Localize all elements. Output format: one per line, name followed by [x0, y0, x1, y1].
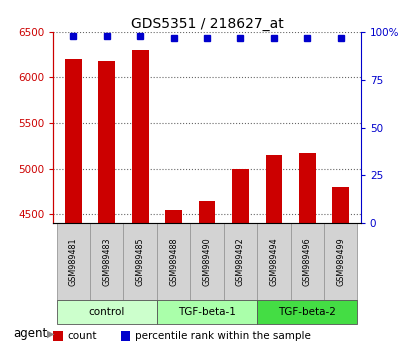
Bar [56, 223, 90, 300]
Text: GSM989485: GSM989485 [135, 237, 144, 286]
Text: GSM989490: GSM989490 [202, 237, 211, 286]
Text: agent: agent [13, 327, 47, 340]
Text: GSM989483: GSM989483 [102, 238, 111, 286]
Title: GDS5351 / 218627_at: GDS5351 / 218627_at [130, 17, 283, 31]
Bar [165, 210, 182, 354]
Bar [121, 331, 130, 341]
Text: GSM989496: GSM989496 [302, 237, 311, 286]
Text: GSM989494: GSM989494 [269, 237, 278, 286]
Text: count: count [67, 331, 97, 341]
Text: GSM989488: GSM989488 [169, 238, 178, 286]
Text: percentile rank within the sample: percentile rank within the sample [135, 331, 310, 341]
Bar [231, 169, 248, 354]
Bar [157, 300, 256, 324]
Bar [256, 300, 357, 324]
Bar [123, 223, 157, 300]
Text: ▶: ▶ [47, 329, 54, 338]
Bar [265, 155, 281, 354]
Bar [298, 153, 315, 354]
Bar [256, 223, 290, 300]
Bar [56, 300, 157, 324]
Bar [332, 187, 348, 354]
Bar [223, 223, 256, 300]
Text: GSM989492: GSM989492 [236, 237, 244, 286]
Text: control: control [88, 307, 125, 317]
Text: GSM989481: GSM989481 [69, 238, 78, 286]
Bar [157, 223, 190, 300]
Bar [53, 331, 62, 341]
Bar [98, 62, 115, 354]
Text: GSM989499: GSM989499 [335, 237, 344, 286]
Bar [90, 223, 123, 300]
Bar [190, 223, 223, 300]
Bar [65, 59, 81, 354]
Bar [290, 223, 323, 300]
Bar [198, 200, 215, 354]
Bar [132, 50, 148, 354]
Text: TGF-beta-2: TGF-beta-2 [278, 307, 335, 317]
Bar [323, 223, 357, 300]
Text: TGF-beta-1: TGF-beta-1 [178, 307, 236, 317]
